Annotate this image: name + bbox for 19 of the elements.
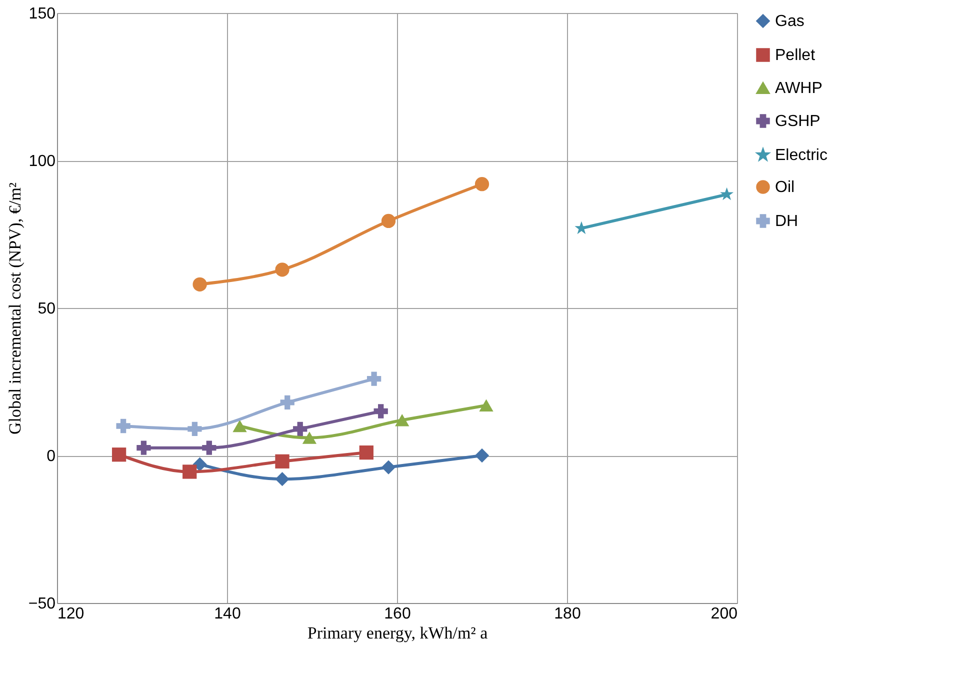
y-axis-title: Global incremental cost (NPV), €/m² — [5, 182, 24, 435]
y-tick-label: 150 — [28, 6, 56, 22]
y-tick-label: 100 — [28, 153, 56, 170]
legend-label: Gas — [775, 13, 804, 30]
legend-label: Oil — [775, 179, 795, 196]
legend-label: DH — [775, 213, 798, 230]
legend-label: Pellet — [775, 47, 816, 64]
legend-label: Electric — [775, 147, 828, 164]
y-tick-label: 0 — [46, 448, 56, 465]
legend-label: AWHP — [775, 80, 822, 97]
y-tick-label: 50 — [38, 300, 56, 318]
x-tick-label: 180 — [554, 606, 581, 622]
y-tick-label: −50 — [28, 596, 56, 612]
x-tick-label: 140 — [214, 606, 241, 622]
x-tick-label: 200 — [710, 606, 738, 622]
x-tick-label: 160 — [384, 606, 411, 622]
legend-label: GSHP — [775, 113, 820, 130]
x-axis-title: Primary energy, kWh/m² a — [307, 624, 488, 642]
x-tick-label: 120 — [58, 606, 84, 622]
